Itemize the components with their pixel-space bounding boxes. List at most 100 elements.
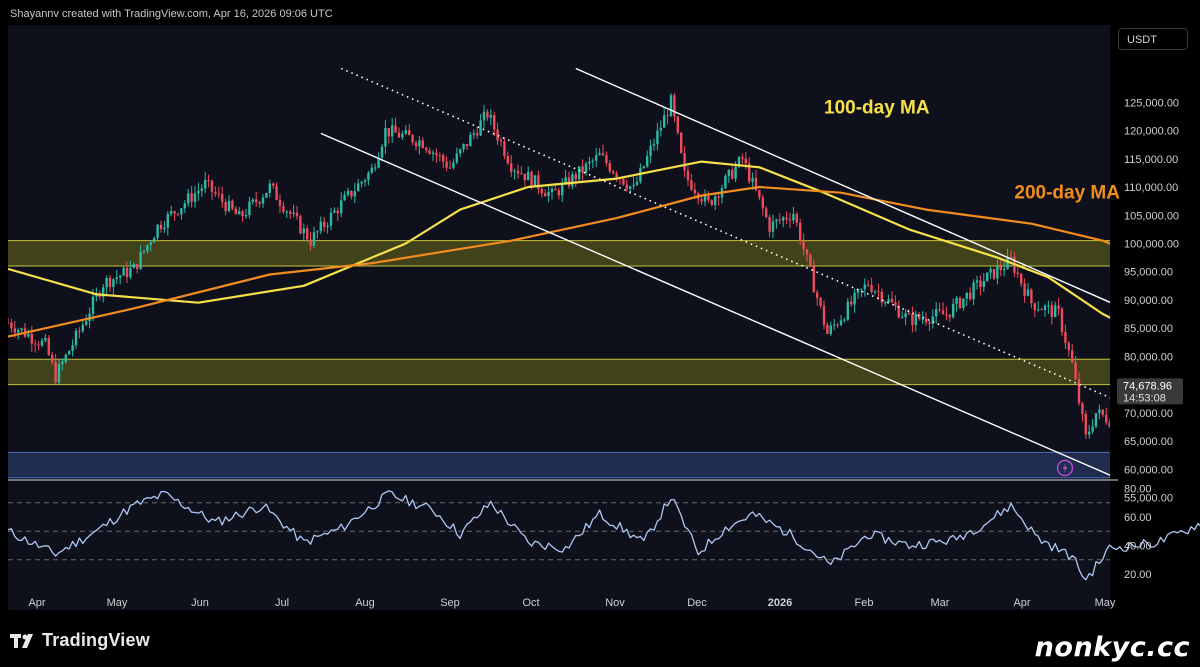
candle-body: [282, 205, 285, 212]
candle: [992, 268, 996, 281]
candle-body: [574, 174, 577, 180]
candle-body: [295, 212, 299, 217]
candle-body: [102, 287, 105, 297]
candle: [622, 178, 625, 186]
price-tick-label: 105,000.00: [1124, 210, 1179, 222]
candle-body: [336, 210, 339, 214]
candle: [632, 176, 635, 190]
candle: [238, 206, 241, 215]
candle-body: [710, 200, 713, 205]
candle: [1071, 344, 1074, 364]
currency-selector[interactable]: USDT: [1118, 28, 1188, 50]
candle: [295, 205, 299, 220]
zone-0: [8, 240, 1110, 267]
candle: [37, 340, 40, 351]
candle: [1122, 422, 1124, 435]
candle: [159, 220, 163, 233]
candle-body: [1084, 413, 1087, 435]
candle: [64, 353, 67, 364]
candle: [214, 186, 217, 197]
candle-body: [591, 160, 594, 162]
candle-body: [265, 192, 268, 198]
candle-body: [217, 193, 220, 195]
candle: [557, 187, 560, 200]
candle-body: [873, 291, 877, 293]
annotation-ma200: 200-day MA: [1014, 182, 1120, 203]
candle: [333, 207, 336, 214]
candle: [826, 322, 829, 335]
candle: [153, 236, 156, 243]
candle-body: [486, 111, 489, 118]
time-tick-label: Jun: [191, 597, 209, 609]
candle-body: [547, 191, 550, 197]
candle: [533, 175, 537, 188]
candle-body: [1094, 413, 1098, 427]
candle-body: [748, 163, 751, 182]
candle-body: [1057, 305, 1060, 309]
candle: [724, 174, 727, 190]
candle: [788, 212, 792, 229]
candle-body: [833, 324, 836, 326]
candle: [81, 321, 84, 334]
candle: [435, 148, 438, 163]
candle: [863, 278, 866, 297]
price-axis[interactable]: [1110, 25, 1200, 610]
candle: [965, 292, 968, 307]
candle-body: [1091, 426, 1094, 432]
candle: [1149, 425, 1151, 437]
candle: [850, 295, 853, 307]
candle-body: [734, 166, 737, 179]
candle-body: [819, 297, 822, 306]
candle-body: [595, 155, 598, 161]
candle-body: [187, 193, 190, 204]
candle: [190, 185, 193, 208]
candle-body: [340, 200, 343, 214]
candle: [924, 312, 928, 326]
candle: [683, 146, 686, 178]
candle-body: [255, 199, 258, 203]
candle: [1187, 400, 1189, 415]
candle-body: [241, 211, 244, 217]
candle-body: [465, 143, 469, 147]
candle-body: [843, 319, 846, 321]
candle-body: [323, 221, 326, 227]
candle: [105, 275, 108, 296]
candle-body: [200, 188, 203, 191]
candle-body: [775, 219, 778, 222]
candle: [513, 168, 516, 180]
candle: [459, 148, 462, 158]
candle-body: [309, 239, 312, 246]
candle: [748, 157, 751, 184]
candle-body: [907, 313, 911, 315]
candle: [986, 272, 989, 282]
annotation-ma100: 100-day MA: [824, 98, 930, 119]
candle: [112, 278, 115, 296]
candle-body: [829, 325, 832, 334]
candle: [669, 93, 673, 117]
candle-body: [1074, 362, 1077, 380]
candle: [319, 216, 322, 235]
candle: [649, 139, 652, 164]
time-tick-label: May: [107, 597, 128, 609]
rsi-tick-label: 80.00: [1124, 484, 1152, 496]
candle: [1026, 282, 1030, 297]
candle: [146, 244, 149, 254]
candle-body: [911, 314, 914, 326]
candle: [1159, 417, 1161, 437]
candle: [34, 339, 37, 353]
candle: [489, 109, 492, 125]
candle: [268, 179, 271, 198]
candle: [907, 309, 911, 315]
candle-body: [887, 299, 890, 302]
candle-body: [1129, 427, 1131, 428]
candle: [870, 277, 873, 294]
rsi-tick-label: 20.00: [1124, 569, 1152, 581]
candle-body: [74, 330, 78, 346]
candle: [282, 201, 285, 215]
candle-body: [1067, 342, 1070, 351]
candle-body: [649, 145, 652, 157]
candle-body: [204, 179, 207, 189]
candle-body: [346, 190, 350, 195]
candle: [448, 160, 452, 169]
candle: [680, 131, 683, 154]
